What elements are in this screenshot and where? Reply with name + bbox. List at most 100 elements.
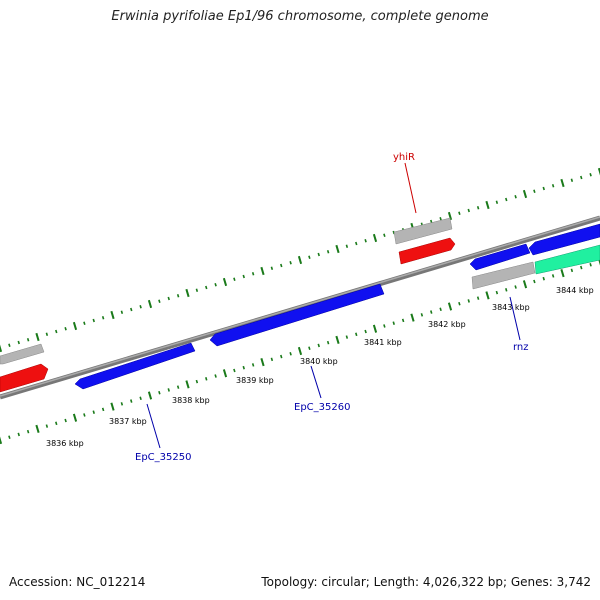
minor-tick: [242, 365, 245, 370]
major-tick: [35, 332, 40, 342]
gene-labels: yhiR rnz EpC_35260 EpC_35250: [135, 152, 529, 463]
minor-tick: [280, 263, 283, 268]
minor-tick: [139, 304, 142, 309]
minor-tick: [476, 205, 480, 210]
scale-label: 3842 kbp: [428, 320, 466, 329]
gene-features: [0, 217, 600, 393]
genome-backbone-highlight: [0, 216, 600, 397]
gene-label-epc-35260[interactable]: EpC_35260: [294, 402, 350, 413]
scale-label: 3840 kbp: [300, 357, 338, 366]
minor-tick: [167, 296, 170, 301]
minor-tick: [420, 313, 424, 317]
minor-tick: [364, 329, 367, 334]
gene-epc-35260[interactable]: [209, 283, 385, 347]
major-tick: [522, 189, 528, 199]
minor-tick: [345, 335, 349, 339]
minor-tick: [355, 332, 358, 337]
gene-gray-rnz[interactable]: [471, 261, 536, 290]
minor-tick: [467, 208, 470, 213]
minor-tick: [326, 340, 330, 345]
accession-text: Accession: NC_012214: [9, 575, 146, 589]
major-tick: [372, 324, 378, 333]
minor-tick: [55, 329, 58, 334]
minor-tick: [542, 186, 545, 191]
minor-tick: [392, 321, 395, 325]
minor-tick: [233, 277, 236, 282]
minor-tick: [233, 368, 236, 373]
lower-tick-row: [0, 257, 600, 445]
gene-red-left[interactable]: [0, 363, 49, 393]
gene-yhir-red[interactable]: [398, 237, 456, 265]
gene-gray-left[interactable]: [0, 343, 45, 365]
minor-tick: [458, 301, 461, 306]
minor-tick: [8, 343, 11, 348]
gene-green-right[interactable]: [534, 244, 600, 275]
minor-tick: [551, 183, 555, 188]
minor-tick: [589, 172, 592, 177]
gene-label-epc-35250[interactable]: EpC_35250: [135, 452, 191, 463]
minor-tick: [214, 374, 217, 378]
minor-tick: [45, 332, 49, 337]
minor-tick: [476, 296, 480, 300]
gene-epc-35250[interactable]: [74, 342, 196, 390]
scale-label: 3843 kbp: [492, 303, 530, 312]
leader-yhir: [404, 162, 417, 214]
minor-tick: [317, 343, 320, 348]
major-tick: [222, 277, 228, 287]
summary-text: Topology: circular; Length: 4,026,322 bp…: [261, 575, 591, 589]
scale-label: 3839 kbp: [236, 376, 274, 385]
scale-label: 3841 kbp: [364, 338, 402, 347]
minor-tick: [514, 194, 517, 199]
major-tick: [222, 369, 228, 378]
minor-tick: [83, 321, 86, 326]
minor-tick: [308, 255, 311, 260]
minor-tick: [195, 379, 199, 384]
minor-tick: [64, 418, 67, 423]
major-tick: [185, 380, 190, 389]
minor-tick: [17, 340, 20, 345]
minor-tick: [205, 285, 208, 290]
major-tick: [410, 313, 415, 322]
minor-tick: [242, 274, 245, 279]
minor-tick: [130, 307, 133, 312]
gene-label-rnz[interactable]: rnz: [513, 342, 529, 353]
minor-tick: [289, 260, 292, 265]
minor-tick: [533, 279, 536, 284]
minor-tick: [439, 307, 442, 312]
leader-epc-35250: [146, 403, 161, 449]
major-tick: [147, 391, 153, 400]
minor-tick: [570, 178, 574, 183]
minor-tick: [55, 421, 58, 426]
minor-tick: [467, 299, 470, 303]
minor-tick: [401, 318, 405, 323]
scale-label: 3836 kbp: [46, 439, 84, 448]
major-tick: [185, 288, 190, 298]
minor-tick: [8, 435, 11, 439]
gene-label-leaders: [146, 162, 521, 449]
minor-tick: [570, 268, 574, 273]
minor-tick: [580, 265, 583, 270]
minor-tick: [505, 197, 508, 202]
gene-blue-right[interactable]: [528, 223, 600, 256]
minor-tick: [495, 290, 499, 295]
major-tick: [522, 280, 528, 289]
minor-tick: [551, 274, 555, 278]
minor-tick: [542, 276, 545, 281]
major-tick: [560, 178, 565, 188]
gene-label-yhir[interactable]: yhiR: [393, 152, 415, 163]
gene-blue-rnz[interactable]: [469, 243, 531, 271]
gene-yhir-gray[interactable]: [393, 217, 453, 245]
minor-tick: [251, 271, 255, 276]
minor-tick: [17, 432, 20, 437]
minor-tick: [495, 200, 499, 205]
major-tick: [560, 269, 565, 278]
minor-tick: [92, 410, 95, 414]
major-tick: [110, 310, 115, 320]
minor-tick: [589, 263, 592, 267]
minor-tick: [533, 189, 536, 194]
genome-backbone: [0, 215, 600, 400]
major-tick: [110, 402, 115, 411]
minor-tick: [364, 238, 367, 243]
major-tick: [297, 255, 303, 265]
minor-tick: [195, 288, 199, 293]
